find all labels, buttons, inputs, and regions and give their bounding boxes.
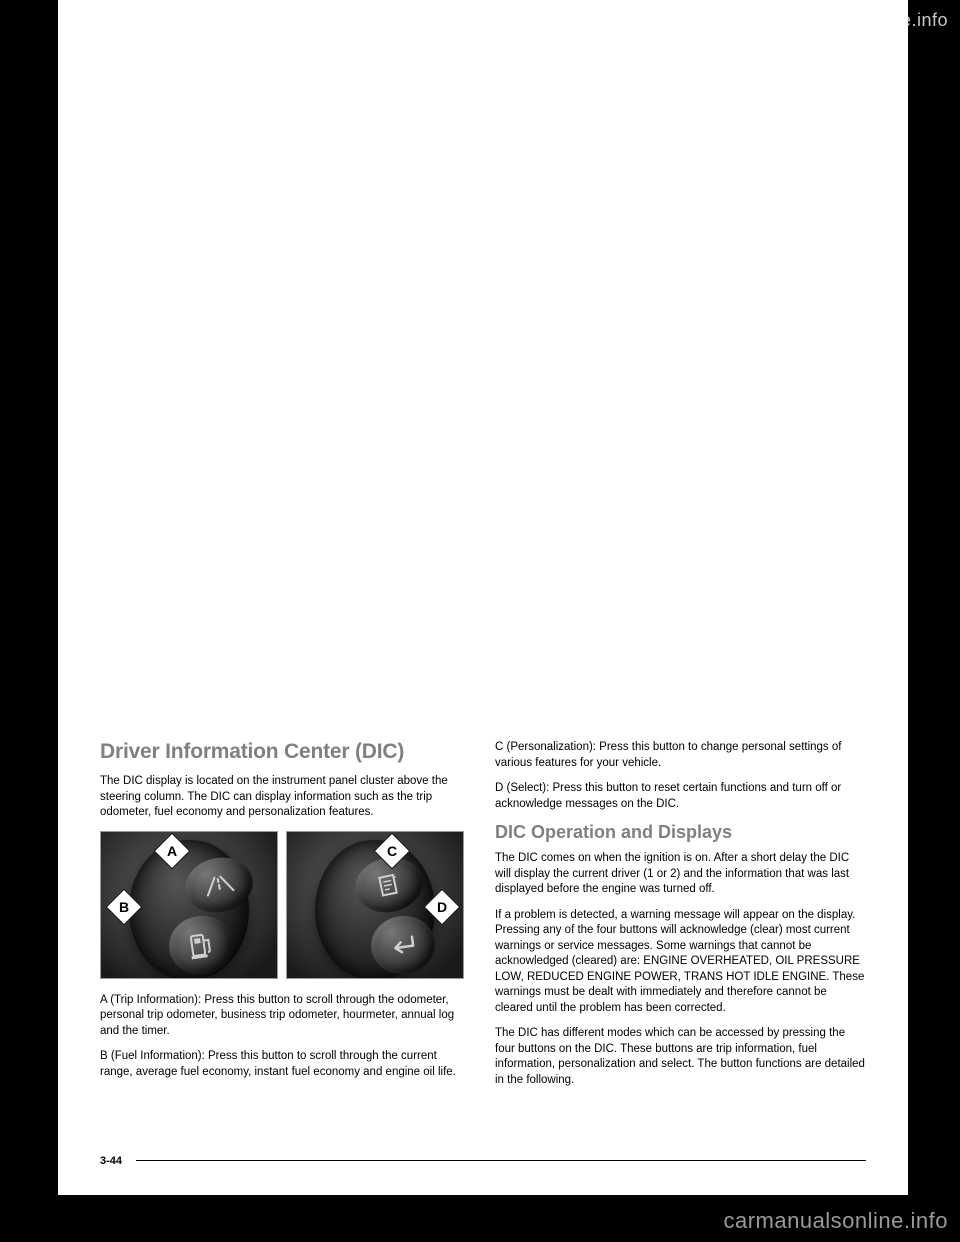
- subheading-dic-operation: DIC Operation and Displays: [495, 822, 866, 843]
- two-column-layout: Driver Information Center (DIC) The DIC …: [100, 740, 866, 1098]
- intro-paragraph: The DIC display is located on the instru…: [100, 774, 471, 821]
- fuel-pump-icon: [187, 929, 215, 960]
- figure-buttons-ab: A B: [100, 831, 278, 979]
- para-dic-modes: The DIC has different modes which can be…: [495, 1026, 866, 1088]
- button-pod-right: [315, 840, 435, 979]
- page-icon: [375, 870, 403, 898]
- para-d-select: D (Select): Press this button to reset c…: [495, 781, 866, 812]
- button-pod-left: [129, 840, 249, 979]
- para-c-personalization: C (Personalization): Press this button t…: [495, 740, 866, 771]
- para-warning-msgs: If a problem is detected, a warning mess…: [495, 908, 866, 1017]
- para-a-trip-info: A (Trip Information): Press this button …: [100, 993, 471, 1040]
- page-number: 3-44: [100, 1155, 122, 1167]
- road-icon: [200, 871, 237, 898]
- select-button: [367, 911, 438, 977]
- trip-info-button: [180, 851, 258, 918]
- figure-row: A B C D: [100, 831, 471, 979]
- footer-rule: [136, 1160, 866, 1161]
- watermark-bottom: carmanualsonline.info: [723, 1208, 948, 1234]
- fuel-info-button: [165, 911, 236, 977]
- para-dic-on: The DIC comes on when the ignition is on…: [495, 851, 866, 898]
- section-heading-dic: Driver Information Center (DIC): [100, 740, 471, 764]
- right-column: C (Personalization): Press this button t…: [495, 740, 866, 1098]
- enter-arrow-icon: [388, 933, 419, 957]
- figure-buttons-cd: C D: [286, 831, 464, 979]
- para-b-fuel-info: B (Fuel Information): Press this button …: [100, 1049, 471, 1080]
- left-column: Driver Information Center (DIC) The DIC …: [100, 740, 471, 1098]
- manual-page: Driver Information Center (DIC) The DIC …: [58, 0, 908, 1195]
